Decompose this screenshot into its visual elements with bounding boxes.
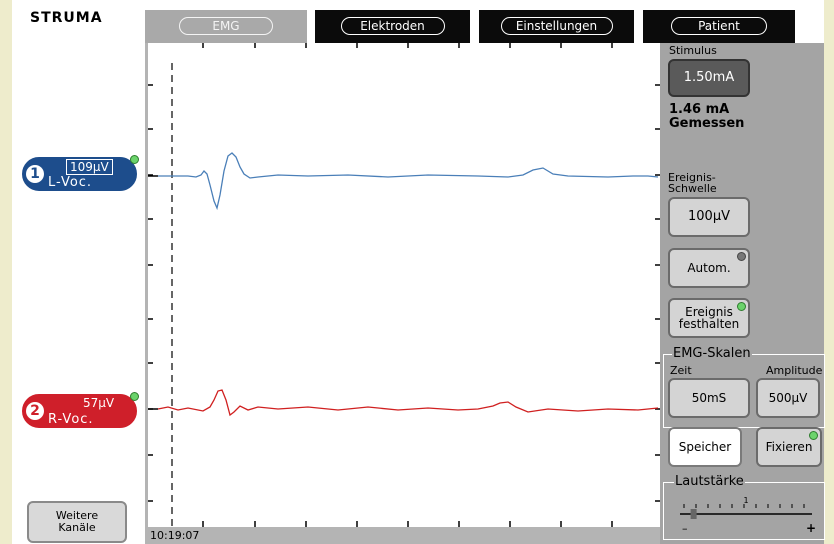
plot-timestamp: 10:19:07 xyxy=(150,529,200,542)
threshold-value: 100µV xyxy=(688,209,730,224)
tab-patient[interactable]: Patient xyxy=(643,10,795,43)
stimulus-value-button[interactable]: 1.50mA xyxy=(668,59,750,97)
more-channels-label-1: Weitere xyxy=(55,509,99,522)
scales-time-label: Zeit xyxy=(670,364,692,377)
channel-2-name: R-Voc. xyxy=(48,412,94,427)
channel-1-indicator-icon xyxy=(130,155,139,164)
volume-slider[interactable]: 1 – + xyxy=(670,492,820,536)
stimulus-value: 1.50mA xyxy=(683,70,735,85)
channel-1-number: 1 xyxy=(26,165,44,183)
scales-amplitude-label: Amplitude xyxy=(766,364,823,377)
volume-plus: + xyxy=(806,521,816,535)
channel-2-trace xyxy=(157,389,659,417)
hold-event-button[interactable]: Ereignis festhalten xyxy=(668,298,750,338)
freeze-label: Fixieren xyxy=(765,440,813,454)
threshold-button[interactable]: 100µV xyxy=(668,197,750,237)
channel-1-name: L-Voc. xyxy=(48,175,93,190)
emg-plot xyxy=(148,43,660,527)
channel-1-trace xyxy=(158,152,659,211)
channel-1-badge[interactable]: 1 109µV L-Voc. xyxy=(20,155,139,193)
hold-event-indicator-icon xyxy=(737,302,746,311)
volume-tick-mark: 1 xyxy=(743,496,748,505)
tab-patient-label: Patient xyxy=(671,17,767,35)
scales-title: EMG-Skalen xyxy=(672,346,752,361)
tab-emg[interactable]: EMG xyxy=(145,10,307,43)
amplitude-scale-button[interactable]: 500µV xyxy=(756,378,820,418)
channel-2-amplitude: 57µV xyxy=(83,396,115,410)
more-channels-button[interactable]: Weitere Kanäle xyxy=(27,501,127,543)
threshold-label-1: Ereignis- xyxy=(668,171,716,184)
auto-button[interactable]: Autom. xyxy=(668,248,750,288)
top-ticks xyxy=(202,43,613,48)
left-ticks xyxy=(148,84,153,502)
volume-knob[interactable] xyxy=(690,509,697,519)
tab-elektroden[interactable]: Elektroden xyxy=(315,10,470,43)
channel-2-indicator-icon xyxy=(130,392,139,401)
volume-ticks xyxy=(683,504,805,508)
memory-label: Speicher xyxy=(678,440,732,454)
time-scale-button[interactable]: 50mS xyxy=(668,378,750,418)
bottom-ticks xyxy=(202,521,613,527)
time-scale-value: 50mS xyxy=(691,391,727,405)
tab-emg-label: EMG xyxy=(179,17,273,35)
tab-bar: EMG Elektroden Einstellungen Patient xyxy=(145,10,813,43)
channel-2-badge[interactable]: 2 57µV R-Voc. xyxy=(20,392,139,430)
tab-einstellungen[interactable]: Einstellungen xyxy=(479,10,634,43)
threshold-label-2: Schwelle xyxy=(668,182,717,195)
freeze-button[interactable]: Fixieren xyxy=(756,427,822,467)
app-title: STRUMA xyxy=(30,10,103,26)
channel-2-number: 2 xyxy=(26,402,44,420)
memory-button[interactable]: Speicher xyxy=(668,427,742,467)
right-ticks xyxy=(655,84,660,502)
volume-title: Lautstärke xyxy=(674,474,745,489)
channel-1-amplitude: 109µV xyxy=(66,159,113,175)
hold-event-label-2: festhalten xyxy=(678,317,740,331)
stimulus-label: Stimulus xyxy=(669,44,717,57)
hold-event-label-1: Ereignis xyxy=(685,305,733,319)
stimulus-measured-value: 1.46 mA xyxy=(669,102,730,117)
freeze-indicator-icon xyxy=(809,431,818,440)
amplitude-scale-value: 500µV xyxy=(768,391,808,405)
auto-indicator-icon xyxy=(737,252,746,261)
more-channels-label-2: Kanäle xyxy=(58,521,96,534)
tab-elektroden-label: Elektroden xyxy=(340,17,445,35)
auto-label: Autom. xyxy=(687,261,731,275)
stimulus-measured-label: Gemessen xyxy=(669,116,745,131)
volume-minus: – xyxy=(682,522,688,535)
tab-einstellungen-label: Einstellungen xyxy=(500,17,613,35)
